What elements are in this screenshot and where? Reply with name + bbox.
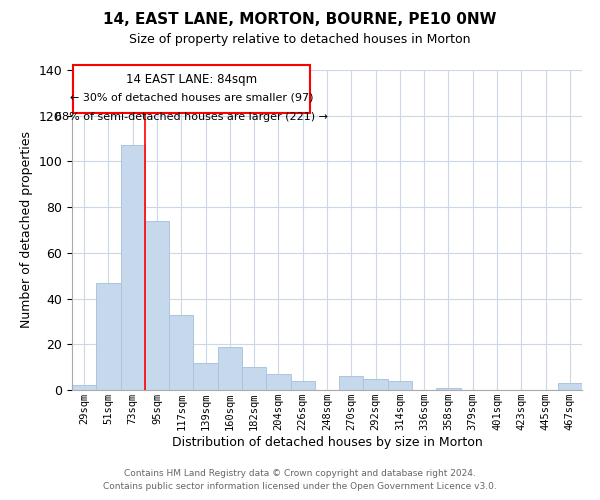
Text: ← 30% of detached houses are smaller (97): ← 30% of detached houses are smaller (97… xyxy=(70,92,313,102)
Text: 14 EAST LANE: 84sqm: 14 EAST LANE: 84sqm xyxy=(126,74,257,86)
Bar xyxy=(242,367,266,390)
Bar xyxy=(72,386,96,390)
Bar xyxy=(121,146,145,390)
Text: Size of property relative to detached houses in Morton: Size of property relative to detached ho… xyxy=(129,32,471,46)
Bar xyxy=(436,388,461,390)
Bar xyxy=(96,282,121,390)
Bar xyxy=(193,362,218,390)
Bar xyxy=(364,378,388,390)
Text: Contains public sector information licensed under the Open Government Licence v3: Contains public sector information licen… xyxy=(103,482,497,491)
Bar xyxy=(145,221,169,390)
Bar xyxy=(388,381,412,390)
Bar xyxy=(169,314,193,390)
Text: Contains HM Land Registry data © Crown copyright and database right 2024.: Contains HM Land Registry data © Crown c… xyxy=(124,468,476,477)
Y-axis label: Number of detached properties: Number of detached properties xyxy=(20,132,33,328)
FancyBboxPatch shape xyxy=(73,66,310,114)
Text: 68% of semi-detached houses are larger (221) →: 68% of semi-detached houses are larger (… xyxy=(55,112,328,122)
Bar xyxy=(558,383,582,390)
Bar xyxy=(266,374,290,390)
X-axis label: Distribution of detached houses by size in Morton: Distribution of detached houses by size … xyxy=(172,436,482,449)
Bar xyxy=(339,376,364,390)
Bar xyxy=(218,346,242,390)
Bar xyxy=(290,381,315,390)
Text: 14, EAST LANE, MORTON, BOURNE, PE10 0NW: 14, EAST LANE, MORTON, BOURNE, PE10 0NW xyxy=(103,12,497,28)
